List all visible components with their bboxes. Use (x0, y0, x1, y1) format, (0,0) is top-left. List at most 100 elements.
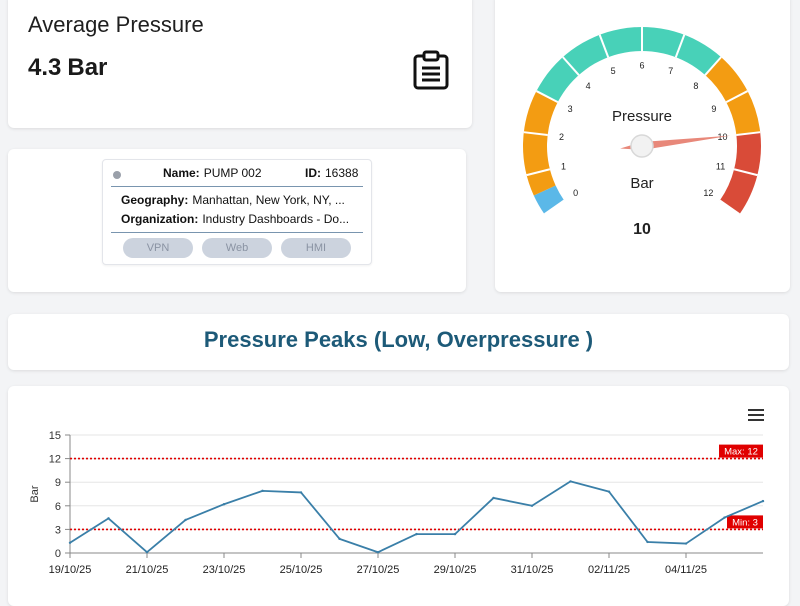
geography-row: Geography: Manhattan, New York, NY, ... (121, 193, 345, 207)
data-point[interactable] (145, 551, 149, 554)
min-label-badge (727, 515, 763, 529)
pressure-chart-card: 0 3 6 9 12 15 Bar 19/10/25 21/10/25 23/10/25 25/10… (8, 386, 789, 606)
device-info-panel[interactable]: Name: PUMP 002 ID: 16388 Geography: Manhatt… (102, 159, 372, 265)
data-point[interactable] (646, 540, 649, 544)
gauge-needle-hub (630, 134, 654, 158)
x-tick-label: 31/10/25 (511, 564, 554, 576)
gauge-tick-label: 7 (668, 66, 673, 76)
max-label-badge (719, 444, 763, 458)
data-point[interactable] (723, 516, 726, 519)
gauge-tick (736, 131, 761, 136)
y-tick-label: 9 (55, 477, 61, 489)
gauge-value-readout: 10 (633, 221, 651, 238)
data-point[interactable] (415, 532, 418, 536)
average-pressure-card: Average Pressure 4.3 Bar (8, 0, 472, 128)
gauge-tick (674, 34, 686, 58)
average-pressure-value: 4.3 Bar (28, 54, 107, 82)
data-point[interactable] (261, 489, 264, 493)
data-point[interactable] (68, 541, 72, 544)
data-point[interactable] (453, 532, 457, 536)
x-tick-label: 23/10/25 (203, 564, 246, 576)
x-tick-label: 04/11/25 (665, 564, 707, 576)
data-point[interactable] (184, 518, 187, 522)
pressure-gauge-card: 0 1 2 3 4 5 6 7 8 9 10 11 12 Pressure Bar 10 (495, 0, 790, 292)
hamburger-menu-icon[interactable] (748, 409, 764, 421)
hmi-button[interactable]: HMI (281, 238, 351, 258)
data-point[interactable] (299, 491, 303, 494)
average-pressure-title: Average Pressure (28, 12, 204, 37)
clipboard-icon[interactable] (412, 50, 450, 90)
gauge-tick-label: 11 (716, 161, 725, 171)
data-point[interactable] (338, 537, 341, 541)
gauge-title: Pressure (612, 108, 672, 125)
organization-value: Industry Dashboards - Do... (202, 212, 350, 226)
data-point[interactable] (107, 517, 110, 520)
gauge-tick-label: 2 (559, 132, 564, 142)
gauge-tick-label: 12 (703, 188, 713, 198)
x-tick-label: 19/10/25 (49, 564, 92, 576)
pressure-series-line[interactable] (69, 480, 764, 554)
vpn-button[interactable]: VPN (123, 238, 193, 258)
data-point[interactable] (684, 542, 688, 545)
chart-title-card: Pressure Peaks (Low, Overpressure ) (8, 314, 789, 370)
gauge-tick-label: 1 (561, 161, 566, 171)
data-point[interactable] (376, 551, 380, 554)
y-tick-label: 12 (49, 454, 61, 466)
gauge-tick-label: 10 (717, 132, 727, 142)
y-tick-label: 3 (55, 524, 61, 536)
gauge-tick-label: 9 (711, 104, 716, 114)
gauge-tick-label: 4 (586, 81, 591, 91)
pressure-line-chart: 0 3 6 9 12 15 Bar 19/10/25 21/10/25 23/10/25 25/10… (29, 430, 765, 576)
gauge-tick-label: 3 (568, 104, 573, 114)
gauge-tick (719, 199, 741, 216)
geography-value: Manhattan, New York, NY, ... (192, 193, 345, 207)
data-point[interactable] (569, 480, 572, 483)
device-id: 16388 (325, 166, 359, 180)
gauge-band-1 (523, 91, 558, 196)
x-tick-label: 21/10/25 (126, 564, 169, 576)
data-point[interactable] (607, 490, 611, 493)
y-axis-label: Bar (29, 485, 41, 502)
gauge-band-0 (533, 185, 565, 215)
x-tick-label: 29/10/25 (434, 564, 477, 576)
average-value-unit: Bar (67, 54, 108, 81)
gauge-tick (562, 56, 580, 76)
gauge-unit: Bar (630, 175, 653, 192)
max-label-text: Max: 12 (724, 447, 758, 458)
data-point[interactable] (222, 503, 226, 506)
device-info-card: Name: PUMP 002 ID: 16388 Geography: Manhatt… (8, 149, 466, 292)
divider (111, 186, 363, 187)
data-point[interactable] (761, 499, 765, 503)
y-tick-label: 15 (49, 430, 61, 442)
average-value-number: 4.3 (28, 54, 62, 81)
web-button[interactable]: Web (202, 238, 272, 258)
geography-label: Geography: (121, 193, 189, 207)
x-tick-label: 25/10/25 (280, 564, 323, 576)
gauge-band-4 (719, 132, 761, 215)
gauge-tick (733, 168, 758, 177)
data-point[interactable] (492, 496, 495, 500)
gauge-tick-label: 8 (693, 81, 698, 91)
gauge-tick-label: 0 (573, 188, 578, 198)
device-name-row: Name: PUMP 002 (163, 166, 262, 180)
gauge-tick-label: 6 (639, 61, 644, 71)
chart-title: Pressure Peaks (Low, Overpressure ) (203, 327, 594, 352)
name-label: Name: (163, 166, 200, 180)
gauge-tick (598, 34, 610, 58)
organization-label: Organization: (121, 212, 199, 226)
device-name: PUMP 002 (203, 166, 262, 180)
device-id-row: ID: 16388 (305, 166, 358, 180)
gauge-tick-label: 5 (611, 66, 616, 76)
x-tick-label: 02/11/25 (588, 564, 630, 576)
gauge-band-3 (705, 57, 761, 135)
id-label: ID: (305, 166, 321, 180)
min-label-text: Min: 3 (732, 517, 758, 528)
y-tick-label: 0 (55, 548, 61, 560)
status-indicator (113, 171, 121, 179)
gauge-tick (725, 90, 749, 104)
data-point[interactable] (530, 504, 534, 507)
x-tick-label: 27/10/25 (357, 564, 400, 576)
y-tick-label: 6 (55, 501, 61, 513)
organization-row: Organization: Industry Dashboards - Do... (121, 212, 349, 226)
gauge-tick (543, 199, 565, 216)
